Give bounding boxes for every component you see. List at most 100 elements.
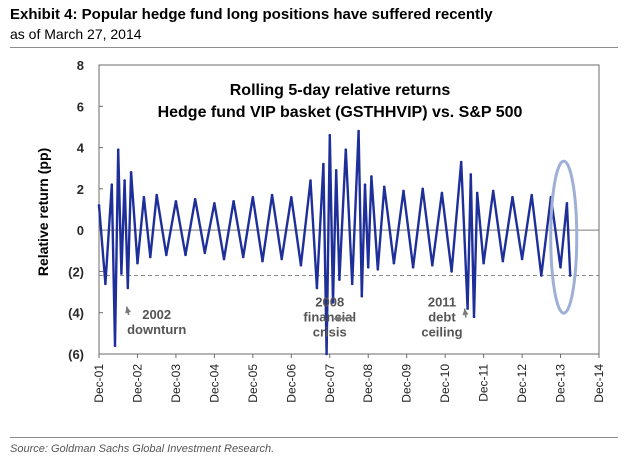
series-point (392, 261, 396, 265)
series-point (501, 259, 505, 263)
series-point (469, 173, 473, 176)
series-point (568, 274, 572, 277)
annotation-label: downturn (127, 322, 186, 337)
series-point (193, 197, 197, 201)
series-point (370, 175, 373, 178)
series-point (232, 199, 235, 203)
series-point (331, 301, 335, 304)
series-point (360, 294, 364, 298)
series-point (491, 189, 495, 193)
series-point (440, 191, 444, 195)
annotation-label: 2011 (428, 295, 456, 310)
series-point (411, 266, 415, 269)
series-point (116, 148, 120, 151)
chart-title-line2: Hedge fund VIP basket (GSTHHVIP) vs. S&P… (158, 104, 523, 121)
y-ticks: 8 6 4 2 0 (2) (4) (6) (68, 58, 103, 362)
series-point (357, 129, 360, 133)
annotation-label: 2002 (142, 307, 171, 322)
series-point (222, 257, 226, 261)
series-layer (97, 129, 572, 356)
series-point (251, 195, 255, 199)
series-point (325, 352, 328, 356)
series-point (110, 183, 114, 187)
x-tick-label: Dec-04 (207, 364, 221, 403)
series-point (120, 272, 123, 275)
annotation-arrowhead (125, 306, 132, 314)
x-tick-label: Dec-12 (515, 364, 529, 403)
annotation-label: debt (428, 310, 456, 325)
series-point (565, 202, 569, 205)
series-point (475, 191, 479, 195)
source-note: Source: Goldman Sachs Global Investment … (10, 443, 275, 455)
top-rule (10, 47, 618, 48)
chart-title-line1: Rolling 5-day relative returns (230, 82, 451, 99)
series-point (104, 282, 107, 286)
series-point (203, 251, 207, 255)
y-tick-label: (2) (68, 264, 84, 279)
series-point (421, 187, 425, 191)
series-point (431, 263, 434, 267)
highlight-ellipse (549, 159, 579, 315)
x-tick-label: Dec-06 (284, 364, 298, 403)
series-point (142, 195, 146, 199)
x-tick-label: Dec-07 (323, 364, 337, 403)
series-point (520, 257, 524, 261)
y-tick-label: 4 (77, 141, 85, 156)
series-point (466, 307, 469, 310)
series-point (241, 255, 245, 259)
series-line (97, 131, 572, 355)
series-point (309, 179, 312, 182)
series-point (382, 185, 386, 189)
annotation-label: ceiling (421, 325, 462, 340)
chart: Rolling 5-day relative returns Hedge fun… (35, 58, 606, 403)
y-tick-label: 8 (77, 58, 84, 73)
x-tick-label: Dec-14 (592, 364, 606, 403)
series-point (334, 168, 338, 172)
series-point (530, 193, 533, 197)
bottom-rule (10, 437, 618, 438)
annotation-label: financial (303, 310, 356, 325)
y-tick-label: (6) (68, 347, 84, 362)
y-tick-label: (4) (68, 306, 84, 321)
series-point (350, 282, 354, 286)
x-tick-label: Dec-09 (400, 364, 414, 403)
annotation-arrowhead (462, 308, 469, 316)
series-point (155, 193, 158, 197)
series-point (338, 278, 341, 281)
series-point (450, 270, 453, 273)
series-point (344, 148, 348, 151)
series-point (511, 195, 514, 199)
series-point (123, 179, 126, 182)
series-point (402, 189, 405, 193)
y-tick-label: 0 (77, 223, 84, 238)
y-tick-label: 6 (77, 99, 84, 114)
x-tick-label: Dec-10 (438, 364, 452, 403)
series-point (126, 286, 130, 290)
exhibit-title: Exhibit 4: Popular hedge fund long posit… (10, 6, 493, 23)
series-point (270, 193, 274, 197)
annotation-arrowhead (334, 315, 341, 322)
series-point (322, 162, 325, 166)
y-tick-label: 2 (77, 182, 84, 197)
x-tick-label: Dec-08 (361, 364, 375, 403)
x-tick-label: Dec-13 (554, 364, 568, 403)
series-point (459, 160, 463, 164)
y-axis-label: Relative return (pp) (35, 148, 51, 276)
x-tick-label: Dec-02 (130, 364, 144, 403)
series-point (148, 255, 152, 259)
annotation-label: crisis (313, 325, 347, 340)
series-point (472, 315, 476, 319)
series-point (165, 253, 168, 257)
series-point (315, 286, 319, 290)
series-point (261, 259, 264, 263)
series-point (129, 171, 133, 174)
series-point (136, 261, 139, 265)
highlight (549, 159, 579, 315)
series-point (280, 257, 283, 261)
series-point (97, 204, 101, 207)
series-point (482, 261, 485, 265)
series-point (290, 195, 293, 199)
series-point (540, 274, 543, 277)
x-tick-label: Dec-01 (92, 364, 106, 403)
